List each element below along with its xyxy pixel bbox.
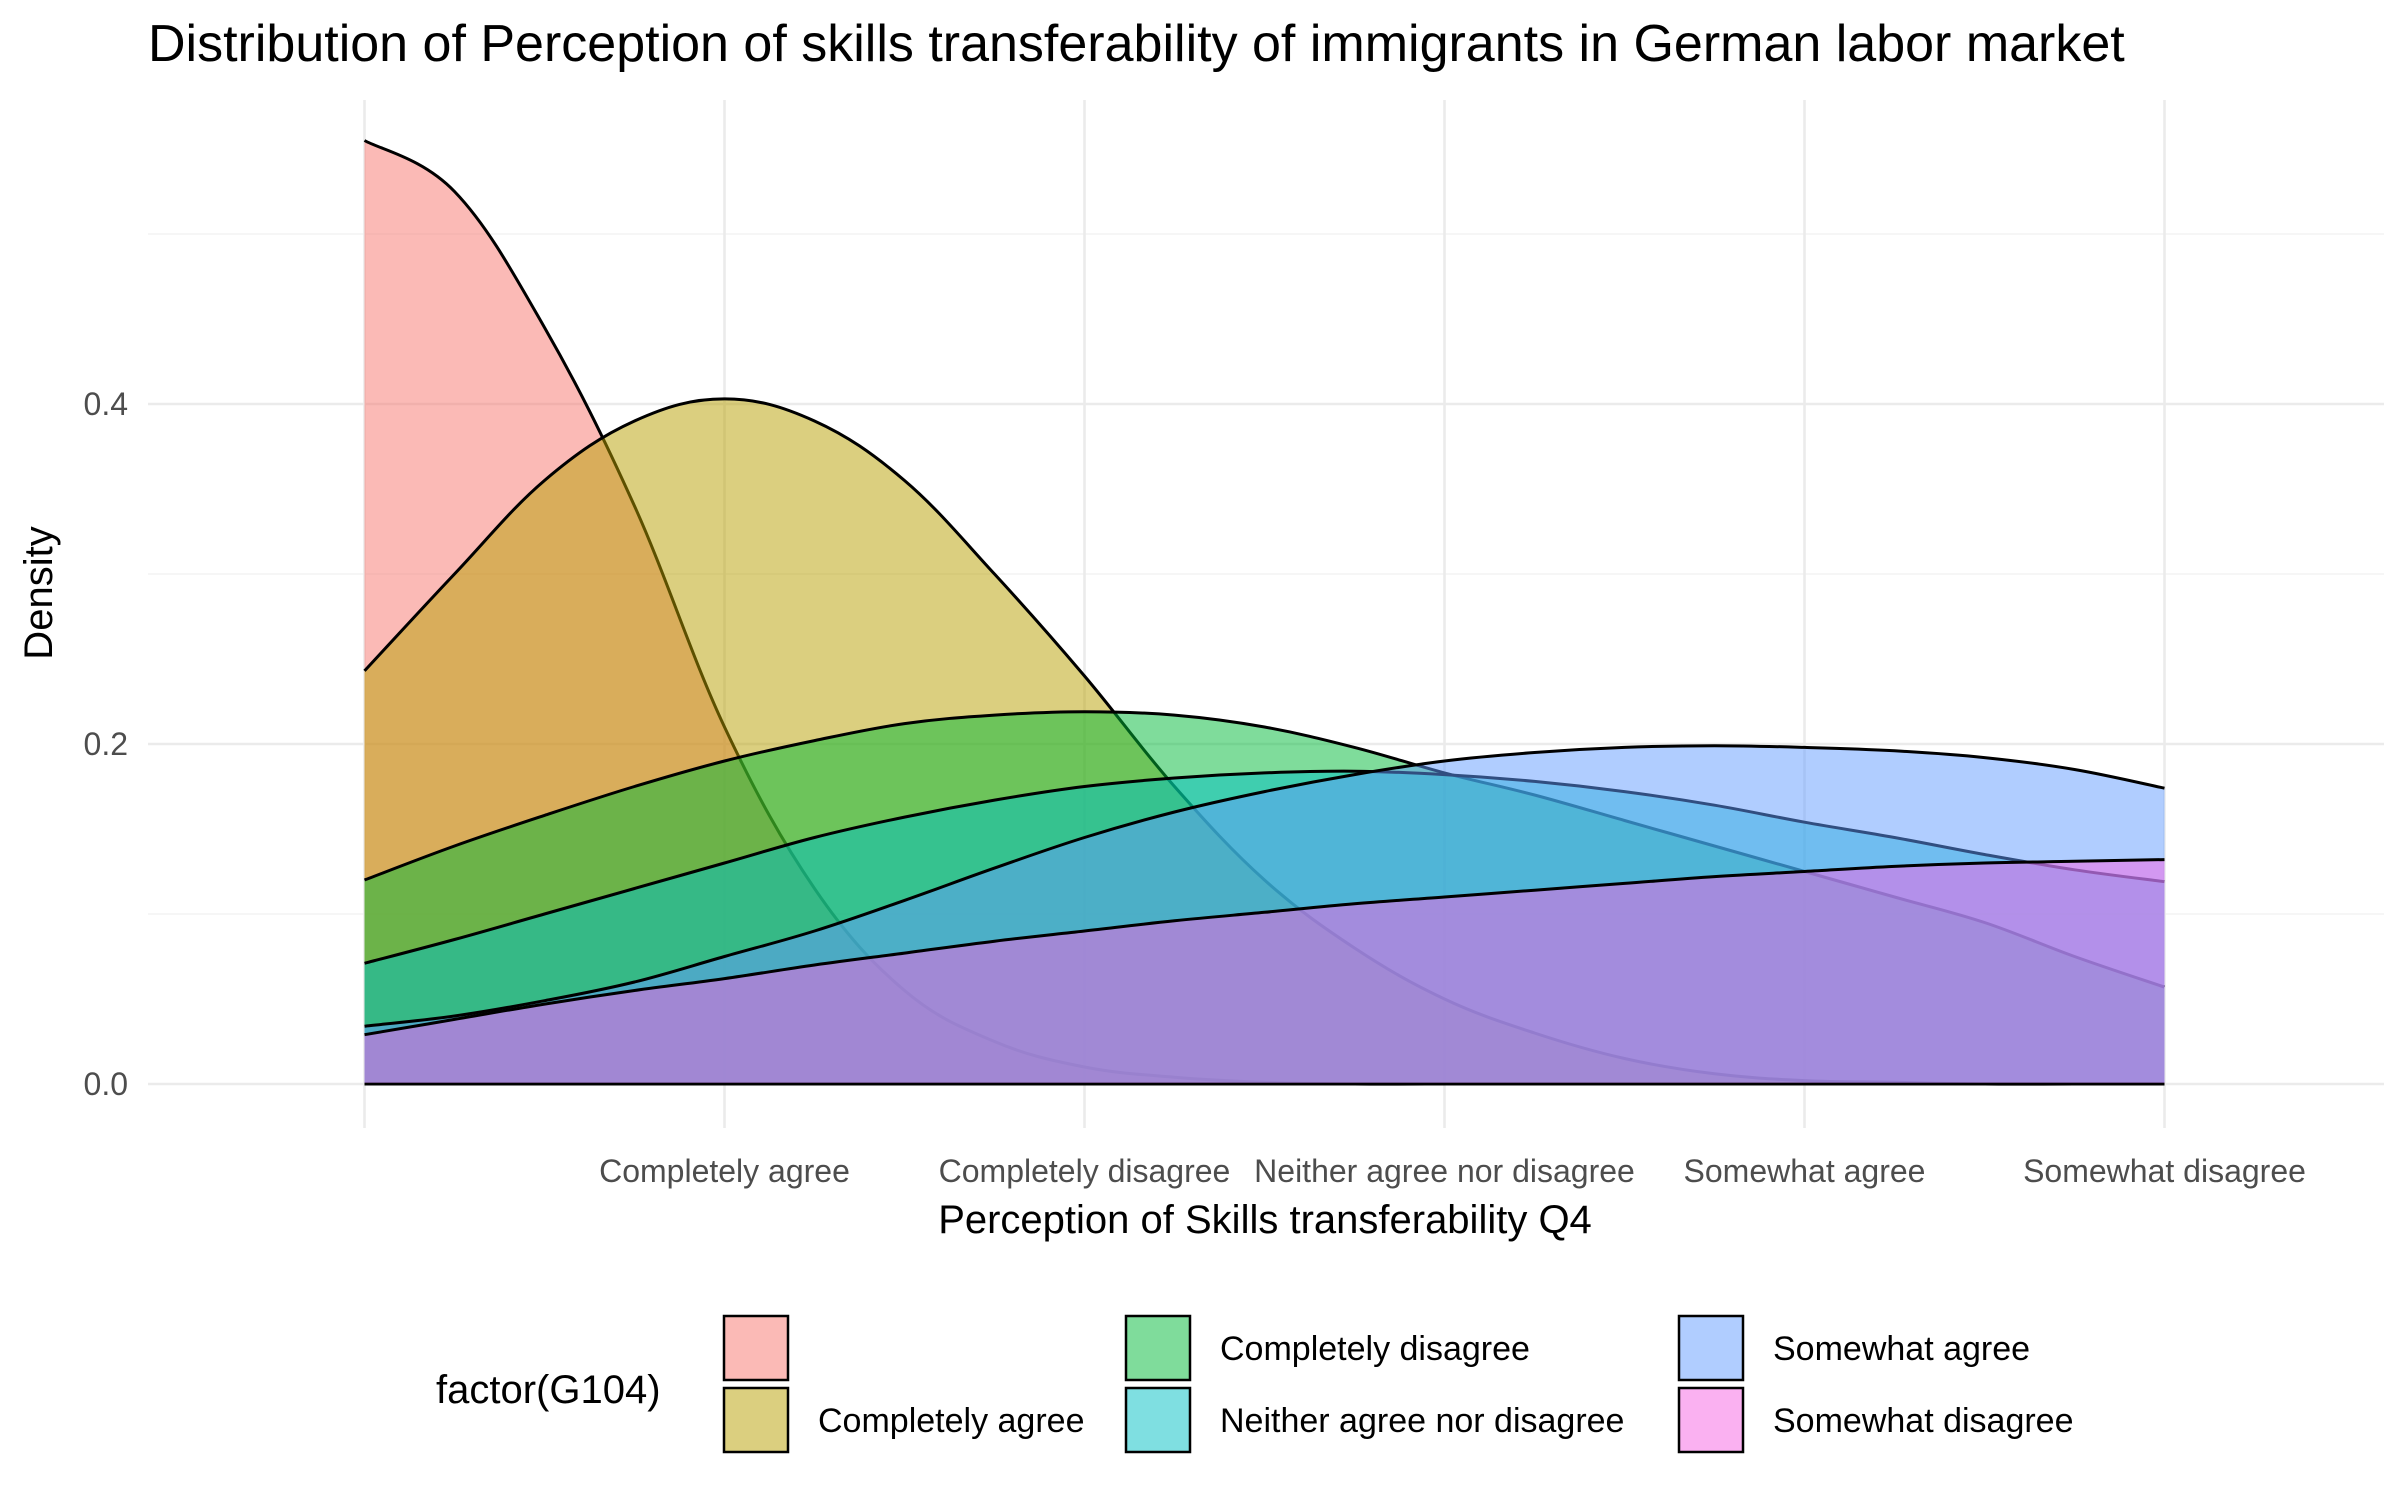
x-axis-ticks: Completely agree Completely disagree Neith… [599, 1153, 2306, 1189]
density-area-outline [364, 858, 2165, 1037]
legend-label: Completely agree [818, 1402, 1084, 1440]
legend-item: Somewhat agree [1677, 1314, 2030, 1382]
chart-title: Distribution of Perception of skills tra… [148, 15, 2125, 73]
legend-items: Completely agree Completely disagree Neith… [722, 1314, 2074, 1454]
density-areas [363, 139, 2165, 1086]
density-area-outline [364, 744, 2165, 1028]
legend-key [1124, 1386, 1192, 1454]
legend: factor(G104) Completely agreeCompletely … [436, 1314, 2074, 1454]
legend-key [722, 1386, 790, 1454]
density-area-fill [364, 859, 2165, 1084]
legend-item [722, 1314, 790, 1382]
legend-label: Neither agree nor disagree [1220, 1402, 1624, 1440]
y-tick-label: 0.0 [84, 1066, 128, 1102]
y-tick-label: 0.4 [84, 386, 128, 422]
legend-key [722, 1314, 790, 1382]
x-tick-label: Somewhat agree [1684, 1153, 1926, 1189]
legend-key [1677, 1386, 1745, 1454]
legend-label: Somewhat disagree [1773, 1402, 2074, 1440]
x-tick-label: Completely disagree [939, 1153, 1231, 1189]
legend-item: Completely disagree [1124, 1314, 1530, 1382]
y-tick-label: 0.2 [84, 726, 128, 762]
legend-item: Somewhat disagree [1677, 1386, 2074, 1454]
y-axis-title: Density [17, 526, 61, 659]
legend-key [1124, 1314, 1192, 1382]
density-series-somewhat-disagree [364, 858, 2165, 1086]
x-tick-label: Completely agree [599, 1153, 850, 1189]
legend-label: Completely disagree [1220, 1330, 1530, 1368]
y-axis-ticks: 0.0 0.2 0.4 [84, 386, 128, 1102]
x-axis-title: Perception of Skills transferability Q4 [938, 1198, 1592, 1242]
legend-label: Somewhat agree [1773, 1330, 2030, 1368]
x-tick-label: Neither agree nor disagree [1254, 1153, 1635, 1189]
legend-key [1677, 1314, 1745, 1382]
legend-item: Completely agree [722, 1386, 1084, 1454]
x-tick-label: Somewhat disagree [2023, 1153, 2306, 1189]
legend-title: factor(G104) [436, 1368, 661, 1412]
legend-item: Neither agree nor disagree [1124, 1386, 1624, 1454]
